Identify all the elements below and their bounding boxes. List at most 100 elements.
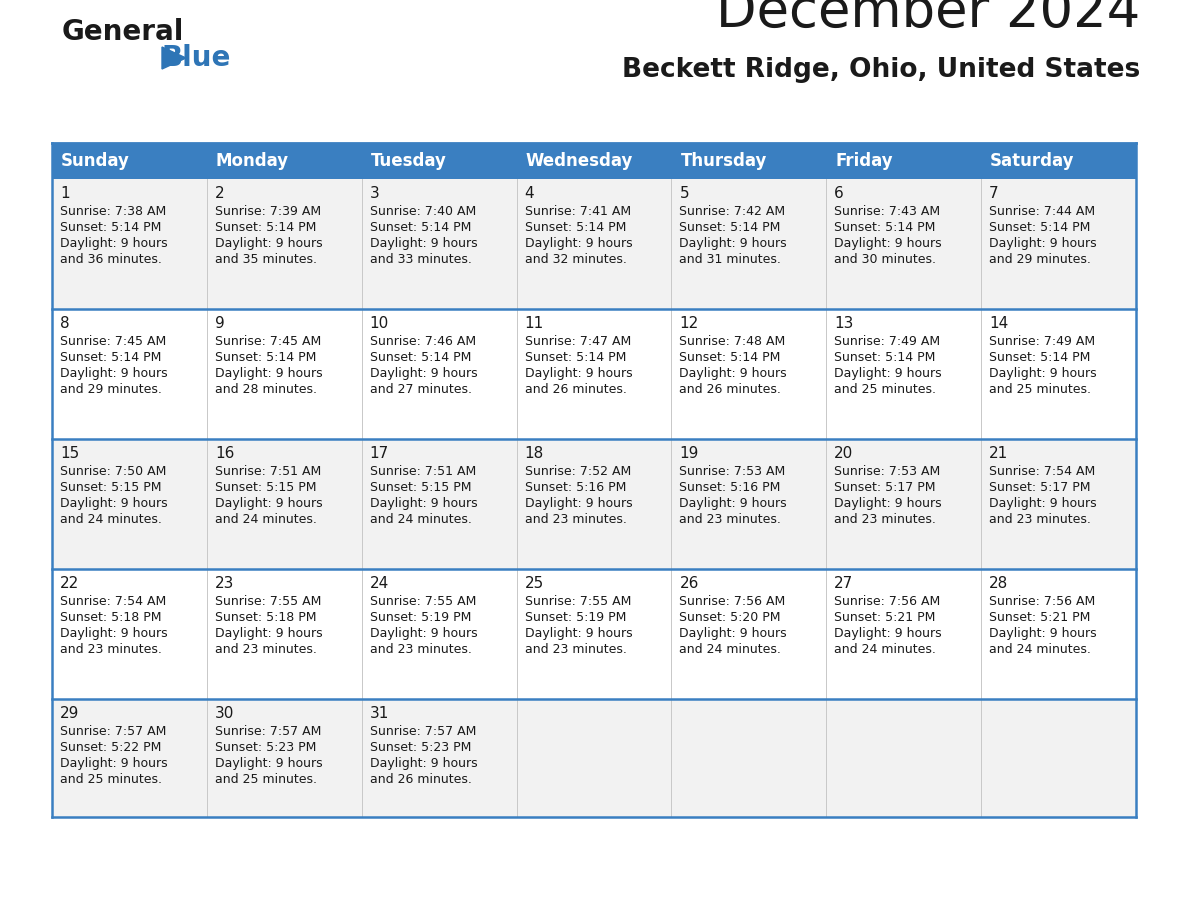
Text: Thursday: Thursday — [681, 152, 766, 170]
Text: and 23 minutes.: and 23 minutes. — [525, 643, 626, 656]
Text: Daylight: 9 hours: Daylight: 9 hours — [525, 627, 632, 640]
Text: 11: 11 — [525, 316, 544, 331]
Text: Sunrise: 7:56 AM: Sunrise: 7:56 AM — [680, 595, 785, 608]
Text: Sunrise: 7:56 AM: Sunrise: 7:56 AM — [990, 595, 1095, 608]
Text: Sunrise: 7:55 AM: Sunrise: 7:55 AM — [525, 595, 631, 608]
Text: Sunset: 5:14 PM: Sunset: 5:14 PM — [990, 351, 1091, 364]
Text: Sunset: 5:19 PM: Sunset: 5:19 PM — [369, 611, 472, 624]
Text: Sunrise: 7:51 AM: Sunrise: 7:51 AM — [369, 465, 476, 478]
Text: Sunset: 5:18 PM: Sunset: 5:18 PM — [215, 611, 316, 624]
Text: Monday: Monday — [216, 152, 289, 170]
Text: Sunset: 5:15 PM: Sunset: 5:15 PM — [61, 481, 162, 494]
Text: Sunset: 5:14 PM: Sunset: 5:14 PM — [369, 221, 472, 234]
Text: Daylight: 9 hours: Daylight: 9 hours — [990, 497, 1097, 510]
Text: and 24 minutes.: and 24 minutes. — [990, 643, 1091, 656]
Text: and 25 minutes.: and 25 minutes. — [61, 773, 162, 786]
Text: Sunset: 5:23 PM: Sunset: 5:23 PM — [215, 741, 316, 754]
Text: Sunrise: 7:42 AM: Sunrise: 7:42 AM — [680, 205, 785, 218]
Text: Sunrise: 7:53 AM: Sunrise: 7:53 AM — [834, 465, 941, 478]
Text: and 24 minutes.: and 24 minutes. — [369, 513, 472, 526]
Text: Sunrise: 7:50 AM: Sunrise: 7:50 AM — [61, 465, 166, 478]
Text: Sunrise: 7:43 AM: Sunrise: 7:43 AM — [834, 205, 941, 218]
Text: Blue: Blue — [162, 44, 232, 72]
Text: 7: 7 — [990, 186, 999, 201]
Text: and 26 minutes.: and 26 minutes. — [680, 383, 782, 396]
Text: Sunset: 5:14 PM: Sunset: 5:14 PM — [61, 221, 162, 234]
Text: 5: 5 — [680, 186, 689, 201]
Text: 15: 15 — [61, 446, 80, 461]
Text: and 31 minutes.: and 31 minutes. — [680, 253, 782, 266]
Text: and 29 minutes.: and 29 minutes. — [61, 383, 162, 396]
Text: Daylight: 9 hours: Daylight: 9 hours — [61, 237, 168, 250]
Text: 10: 10 — [369, 316, 388, 331]
Text: Daylight: 9 hours: Daylight: 9 hours — [61, 497, 168, 510]
Text: 18: 18 — [525, 446, 544, 461]
Text: Sunset: 5:16 PM: Sunset: 5:16 PM — [680, 481, 781, 494]
Text: Daylight: 9 hours: Daylight: 9 hours — [215, 627, 322, 640]
Text: Daylight: 9 hours: Daylight: 9 hours — [834, 237, 942, 250]
Bar — [52, 309, 1136, 439]
Text: Sunset: 5:17 PM: Sunset: 5:17 PM — [990, 481, 1091, 494]
Text: and 24 minutes.: and 24 minutes. — [215, 513, 317, 526]
Text: December 2024: December 2024 — [715, 0, 1140, 38]
Text: Daylight: 9 hours: Daylight: 9 hours — [834, 367, 942, 380]
Text: Daylight: 9 hours: Daylight: 9 hours — [369, 627, 478, 640]
Text: Sunrise: 7:53 AM: Sunrise: 7:53 AM — [680, 465, 785, 478]
Text: Daylight: 9 hours: Daylight: 9 hours — [990, 627, 1097, 640]
Text: Sunset: 5:23 PM: Sunset: 5:23 PM — [369, 741, 472, 754]
Text: 27: 27 — [834, 576, 853, 591]
Text: Daylight: 9 hours: Daylight: 9 hours — [525, 237, 632, 250]
Bar — [981, 143, 1136, 179]
Text: Sunset: 5:14 PM: Sunset: 5:14 PM — [834, 221, 936, 234]
Text: 20: 20 — [834, 446, 853, 461]
Text: and 23 minutes.: and 23 minutes. — [990, 513, 1091, 526]
Text: Daylight: 9 hours: Daylight: 9 hours — [369, 237, 478, 250]
Text: Daylight: 9 hours: Daylight: 9 hours — [990, 367, 1097, 380]
Text: and 23 minutes.: and 23 minutes. — [525, 513, 626, 526]
Text: Sunset: 5:21 PM: Sunset: 5:21 PM — [834, 611, 936, 624]
Text: Sunset: 5:14 PM: Sunset: 5:14 PM — [61, 351, 162, 364]
Text: Sunrise: 7:49 AM: Sunrise: 7:49 AM — [990, 335, 1095, 348]
Text: Daylight: 9 hours: Daylight: 9 hours — [215, 367, 322, 380]
Text: Sunset: 5:14 PM: Sunset: 5:14 PM — [680, 351, 781, 364]
Text: Sunrise: 7:57 AM: Sunrise: 7:57 AM — [215, 725, 321, 738]
Text: Sunrise: 7:57 AM: Sunrise: 7:57 AM — [369, 725, 476, 738]
Text: Sunset: 5:14 PM: Sunset: 5:14 PM — [525, 221, 626, 234]
Text: and 27 minutes.: and 27 minutes. — [369, 383, 472, 396]
Text: Sunrise: 7:56 AM: Sunrise: 7:56 AM — [834, 595, 941, 608]
Text: 30: 30 — [215, 706, 234, 721]
Text: Daylight: 9 hours: Daylight: 9 hours — [215, 497, 322, 510]
Bar — [207, 143, 361, 179]
Text: Sunrise: 7:46 AM: Sunrise: 7:46 AM — [369, 335, 476, 348]
Text: Sunset: 5:14 PM: Sunset: 5:14 PM — [680, 221, 781, 234]
Text: Daylight: 9 hours: Daylight: 9 hours — [61, 757, 168, 770]
Polygon shape — [162, 47, 187, 69]
Text: 23: 23 — [215, 576, 234, 591]
Bar — [52, 143, 207, 179]
Text: 4: 4 — [525, 186, 535, 201]
Text: Sunset: 5:14 PM: Sunset: 5:14 PM — [215, 221, 316, 234]
Text: Sunrise: 7:55 AM: Sunrise: 7:55 AM — [215, 595, 321, 608]
Bar — [52, 699, 1136, 817]
Text: Sunrise: 7:45 AM: Sunrise: 7:45 AM — [61, 335, 166, 348]
Text: 3: 3 — [369, 186, 379, 201]
Text: Sunset: 5:15 PM: Sunset: 5:15 PM — [369, 481, 472, 494]
Text: and 28 minutes.: and 28 minutes. — [215, 383, 317, 396]
Text: Daylight: 9 hours: Daylight: 9 hours — [61, 627, 168, 640]
Text: 6: 6 — [834, 186, 843, 201]
Text: 19: 19 — [680, 446, 699, 461]
Text: Sunrise: 7:39 AM: Sunrise: 7:39 AM — [215, 205, 321, 218]
Text: Sunset: 5:20 PM: Sunset: 5:20 PM — [680, 611, 781, 624]
Text: and 30 minutes.: and 30 minutes. — [834, 253, 936, 266]
Text: Sunset: 5:18 PM: Sunset: 5:18 PM — [61, 611, 162, 624]
Text: and 26 minutes.: and 26 minutes. — [369, 773, 472, 786]
Text: Sunrise: 7:41 AM: Sunrise: 7:41 AM — [525, 205, 631, 218]
Bar — [52, 179, 1136, 309]
Text: Sunrise: 7:51 AM: Sunrise: 7:51 AM — [215, 465, 321, 478]
Text: Sunrise: 7:52 AM: Sunrise: 7:52 AM — [525, 465, 631, 478]
Text: Daylight: 9 hours: Daylight: 9 hours — [215, 237, 322, 250]
Text: and 25 minutes.: and 25 minutes. — [215, 773, 317, 786]
Text: Sunrise: 7:57 AM: Sunrise: 7:57 AM — [61, 725, 166, 738]
Text: Sunday: Sunday — [61, 152, 129, 170]
Text: and 23 minutes.: and 23 minutes. — [61, 643, 162, 656]
